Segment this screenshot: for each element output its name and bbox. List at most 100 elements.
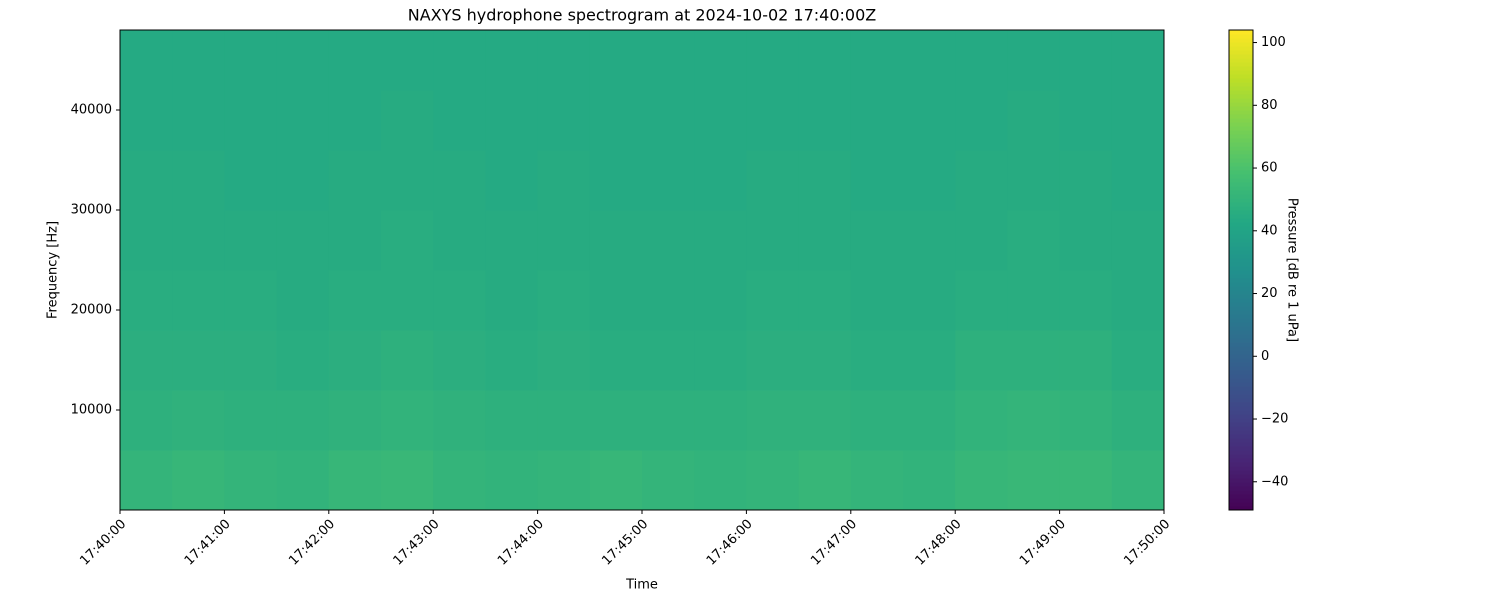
spectrogram-cell bbox=[537, 390, 591, 451]
colorbar-segment bbox=[1229, 246, 1253, 251]
colorbar-segment bbox=[1229, 330, 1253, 335]
colorbar-segment bbox=[1229, 74, 1253, 79]
colorbar-segment bbox=[1229, 294, 1253, 299]
spectrogram-cell bbox=[850, 330, 904, 391]
spectrogram-cell bbox=[328, 450, 382, 511]
spectrogram-cell bbox=[485, 210, 539, 271]
colorbar-segment bbox=[1229, 150, 1253, 155]
colorbar-segment bbox=[1229, 374, 1253, 379]
spectrogram-cell bbox=[172, 90, 225, 151]
colorbar-segment bbox=[1229, 38, 1253, 43]
colorbar-segment bbox=[1229, 506, 1253, 511]
spectrogram-cell bbox=[1007, 150, 1061, 211]
spectrogram-cell bbox=[903, 90, 956, 151]
colorbar-segment bbox=[1229, 254, 1253, 259]
spectrogram-cell bbox=[746, 30, 800, 91]
x-axis-label: Time bbox=[625, 578, 658, 593]
x-tick-label: 17:47:00 bbox=[808, 517, 860, 569]
colorbar-segment bbox=[1229, 478, 1253, 483]
spectrogram-cell bbox=[328, 270, 382, 331]
colorbar-segment bbox=[1229, 398, 1253, 403]
spectrogram-cell bbox=[955, 390, 1008, 451]
colorbar-tick-label: 60 bbox=[1261, 161, 1278, 176]
spectrogram-cell bbox=[1111, 330, 1165, 391]
spectrogram-cell bbox=[433, 90, 486, 151]
colorbar-segment bbox=[1229, 134, 1253, 139]
spectrogram-cell bbox=[1007, 450, 1061, 511]
spectrogram-cell bbox=[172, 390, 225, 451]
spectrogram-cell bbox=[1007, 390, 1061, 451]
spectrogram-cell bbox=[642, 330, 695, 391]
colorbar-label: Pressure [dB re 1 uPa] bbox=[1285, 198, 1300, 342]
spectrogram-cell bbox=[1111, 90, 1165, 151]
spectrogram-cell bbox=[850, 270, 904, 331]
spectrogram-cell bbox=[903, 30, 956, 91]
spectrogram-cell bbox=[328, 30, 382, 91]
spectrogram-cell bbox=[224, 210, 278, 271]
colorbar-segment bbox=[1229, 106, 1253, 111]
spectrogram-cell bbox=[172, 150, 225, 211]
y-tick-label: 20000 bbox=[71, 303, 112, 318]
colorbar-segment bbox=[1229, 406, 1253, 411]
colorbar-segment bbox=[1229, 442, 1253, 447]
colorbar-segment bbox=[1229, 162, 1253, 167]
colorbar-segment bbox=[1229, 102, 1253, 107]
spectrogram-cell bbox=[381, 30, 434, 91]
spectrogram-cell bbox=[746, 450, 800, 511]
spectrogram-cell bbox=[276, 90, 330, 151]
y-tick-label: 10000 bbox=[71, 403, 112, 418]
colorbar-segment bbox=[1229, 170, 1253, 175]
colorbar-segment bbox=[1229, 210, 1253, 215]
spectrogram-cell bbox=[1007, 270, 1061, 331]
spectrogram-cell bbox=[589, 330, 643, 391]
spectrogram-cell bbox=[798, 450, 852, 511]
colorbar-segment bbox=[1229, 42, 1253, 47]
colorbar-segment bbox=[1229, 178, 1253, 183]
colorbar-segment bbox=[1229, 270, 1253, 275]
spectrogram-cell bbox=[694, 90, 747, 151]
x-tick-label: 17:44:00 bbox=[495, 517, 547, 569]
colorbar-tick-label: 0 bbox=[1261, 349, 1269, 364]
colorbar-segment bbox=[1229, 498, 1253, 503]
spectrogram-cell bbox=[381, 330, 434, 391]
spectrogram-cell bbox=[433, 150, 486, 211]
colorbar-segment bbox=[1229, 154, 1253, 159]
x-tick-label: 17:48:00 bbox=[913, 517, 965, 569]
y-tick-label: 30000 bbox=[71, 203, 112, 218]
spectrogram-cell bbox=[798, 90, 852, 151]
colorbar-segment bbox=[1229, 402, 1253, 407]
x-tick-label: 17:46:00 bbox=[704, 517, 756, 569]
colorbar-segment bbox=[1229, 382, 1253, 387]
spectrogram-cell bbox=[1059, 330, 1113, 391]
spectrogram-cell bbox=[485, 450, 539, 511]
spectrogram-cell bbox=[485, 30, 539, 91]
spectrogram-cell bbox=[381, 150, 434, 211]
spectrogram-cell bbox=[955, 150, 1008, 211]
colorbar-segment bbox=[1229, 450, 1253, 455]
colorbar-tick-label: −20 bbox=[1261, 412, 1288, 427]
spectrogram-cell bbox=[120, 450, 173, 511]
x-tick-label: 17:40:00 bbox=[77, 517, 129, 569]
spectrogram-cell bbox=[694, 150, 747, 211]
spectrogram-cell bbox=[955, 210, 1008, 271]
spectrogram-cell bbox=[485, 330, 539, 391]
spectrogram-cell bbox=[798, 150, 852, 211]
colorbar-segment bbox=[1229, 438, 1253, 443]
spectrogram-cell bbox=[1111, 390, 1165, 451]
colorbar-segment bbox=[1229, 390, 1253, 395]
spectrogram-cell bbox=[798, 390, 852, 451]
colorbar-segment bbox=[1229, 322, 1253, 327]
spectrogram-cell bbox=[1059, 210, 1113, 271]
colorbar-segment bbox=[1229, 306, 1253, 311]
spectrogram-cell bbox=[1059, 30, 1113, 91]
colorbar-segment bbox=[1229, 386, 1253, 391]
colorbar-segment bbox=[1229, 274, 1253, 279]
colorbar-tick-label: 100 bbox=[1261, 35, 1286, 50]
colorbar-segment bbox=[1229, 78, 1253, 83]
spectrogram-cell bbox=[1111, 450, 1165, 511]
spectrogram-cell bbox=[172, 270, 225, 331]
spectrogram-cell bbox=[1059, 270, 1113, 331]
colorbar-segment bbox=[1229, 202, 1253, 207]
spectrogram-cell bbox=[485, 90, 539, 151]
colorbar-segment bbox=[1229, 426, 1253, 431]
